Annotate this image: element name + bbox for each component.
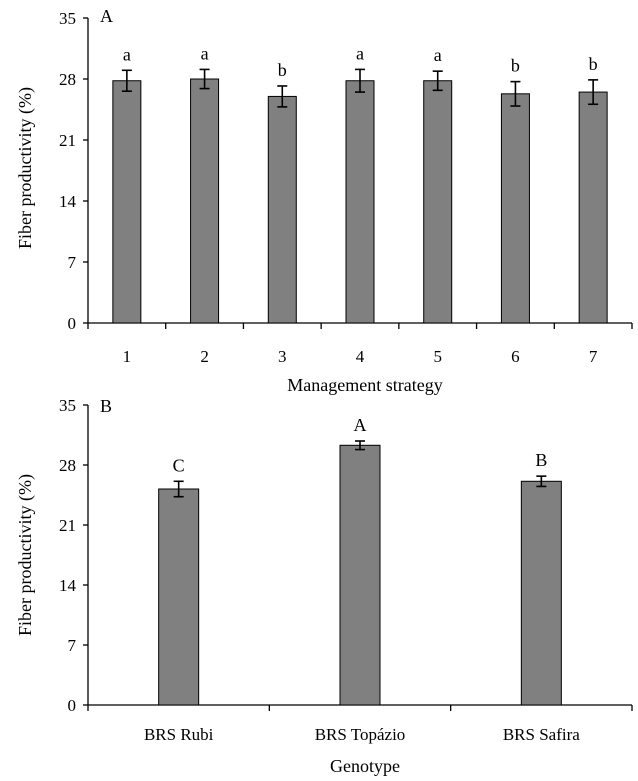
significance-letter: B — [535, 450, 547, 470]
chart-marks: 0 7 14 21 28 35 a 1 a 2 b 3 a 4 a 5 b 6 b 7 — [59, 9, 633, 366]
x-tick-label: 7 — [589, 347, 598, 366]
bar — [345, 80, 375, 324]
significance-letter: a — [434, 45, 442, 65]
y-tick-label: 21 — [59, 516, 76, 535]
x-tick-label: BRS Topázio — [315, 725, 406, 744]
y-tick-label: 0 — [68, 696, 77, 715]
panel-label: B — [100, 396, 112, 416]
significance-letter: b — [589, 54, 598, 74]
bar — [423, 80, 453, 324]
y-tick-label: 35 — [59, 9, 76, 28]
significance-letter: b — [278, 60, 287, 80]
significance-letter: b — [511, 56, 520, 76]
y-axis-title: Fiber productivity (%) — [15, 474, 36, 636]
y-tick-label: 7 — [68, 636, 77, 655]
chart-marks: 0 7 14 21 28 35 C BRS Rubi A BRS Topázio B BRS Safi… — [59, 396, 633, 744]
x-tick-label: 3 — [278, 347, 287, 366]
x-tick-label: BRS Safira — [503, 725, 580, 744]
x-tick-label: 2 — [200, 347, 209, 366]
bar — [112, 80, 142, 324]
significance-letter: a — [356, 43, 364, 63]
bar — [339, 444, 381, 706]
y-tick-label: 7 — [68, 253, 77, 272]
x-tick-label: 4 — [356, 347, 365, 366]
y-tick-label: 14 — [59, 192, 77, 211]
y-axis-title: Fiber productivity (%) — [15, 87, 36, 249]
panel-label: A — [100, 6, 113, 26]
y-tick-label: 14 — [59, 576, 77, 595]
bar — [500, 93, 530, 324]
y-tick-label: 28 — [59, 70, 76, 89]
y-tick-label: 28 — [59, 456, 76, 475]
significance-letter: A — [354, 415, 367, 435]
significance-letter: a — [201, 43, 209, 63]
x-tick-label: 6 — [511, 347, 520, 366]
chart-panel-a: A Fiber productivity (%) Management stra… — [15, 6, 633, 395]
significance-letter: C — [173, 455, 185, 475]
bar — [190, 78, 220, 324]
significance-letter: a — [123, 44, 131, 64]
bar — [267, 95, 297, 324]
bar — [158, 488, 200, 706]
bar — [520, 480, 562, 706]
x-axis-title: Genotype — [330, 756, 400, 776]
x-tick-label: 1 — [123, 347, 132, 366]
chart-panel-b: B Fiber productivity (%) Genotype 0 7 14 21… — [15, 396, 633, 776]
y-tick-label: 0 — [68, 314, 77, 333]
x-axis-title: Management strategy — [287, 375, 442, 395]
bar — [578, 91, 608, 324]
x-tick-label: BRS Rubi — [144, 725, 214, 744]
y-tick-label: 35 — [59, 396, 76, 415]
y-tick-label: 21 — [59, 131, 76, 150]
x-tick-label: 5 — [433, 347, 442, 366]
